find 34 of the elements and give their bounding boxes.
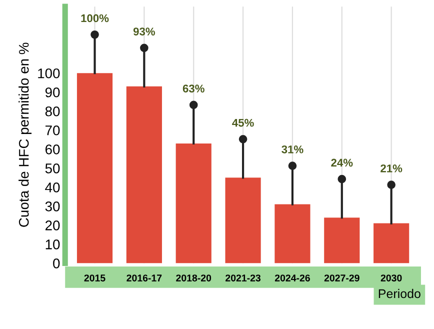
data-label: 63% — [182, 84, 204, 93]
x-tick-label: 2027-29 — [324, 274, 360, 282]
y-tick-label: 80 — [45, 106, 60, 116]
bar — [274, 204, 310, 264]
x-tick-label: 2021-23 — [226, 274, 261, 282]
data-label: 100% — [81, 14, 109, 22]
bar — [176, 143, 212, 264]
data-label: 21% — [380, 164, 402, 172]
data-label: 45% — [232, 118, 254, 127]
bar — [225, 178, 261, 264]
y-tick-label: 30 — [45, 202, 60, 212]
x-tick-label: 2016-17 — [126, 274, 162, 282]
data-label: 31% — [282, 145, 304, 154]
y-tick-label: 0 — [53, 258, 60, 268]
y-tick-label: 100 — [38, 68, 60, 78]
bar — [374, 223, 410, 264]
x-tick-label: 2030 — [380, 274, 402, 282]
y-axis-title: Cuota de HFC permitido en % — [18, 42, 32, 227]
y-tick-label: 10 — [46, 240, 60, 250]
x-axis-title: Periodo — [378, 288, 420, 298]
bar — [126, 86, 162, 264]
bar — [324, 218, 360, 264]
y-tick-label: 50 — [45, 163, 60, 174]
y-tick-label: 70 — [46, 125, 60, 136]
y-tick-label: 20 — [45, 220, 60, 230]
bar — [76, 73, 113, 264]
x-tick-label: 2015 — [84, 274, 106, 282]
y-tick-label: 90 — [45, 87, 60, 98]
y-tick-label: 40 — [45, 182, 60, 192]
data-label: 93% — [133, 28, 156, 36]
y-tick-label: 60 — [45, 144, 60, 154]
x-tick-label: 2024-26 — [274, 274, 310, 282]
data-label: 24% — [331, 158, 353, 167]
x-tick-label: 2018-20 — [176, 274, 212, 282]
